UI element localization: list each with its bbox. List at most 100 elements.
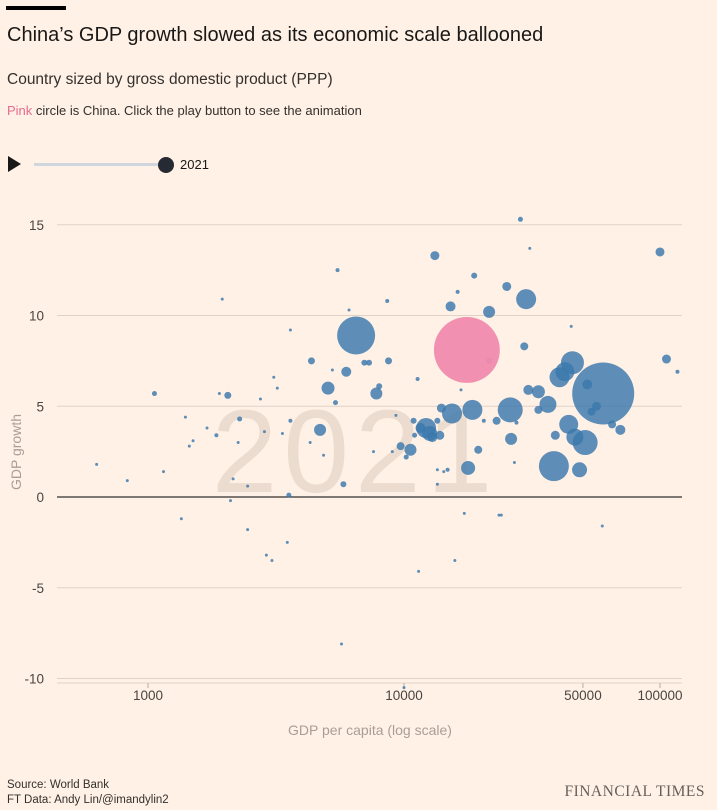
country-point bbox=[275, 386, 279, 390]
country-point bbox=[505, 432, 518, 445]
x-tick-label: 10000 bbox=[385, 688, 423, 703]
country-point bbox=[483, 305, 496, 318]
country-point bbox=[502, 281, 512, 291]
china-point bbox=[433, 317, 500, 383]
country-point bbox=[286, 492, 292, 498]
country-point bbox=[224, 391, 232, 399]
country-point bbox=[228, 499, 232, 503]
country-point bbox=[264, 553, 268, 557]
country-point bbox=[459, 388, 463, 392]
year-slider-track[interactable] bbox=[34, 163, 166, 166]
country-point bbox=[402, 686, 406, 690]
country-point bbox=[308, 441, 312, 445]
country-point bbox=[481, 418, 486, 423]
country-point bbox=[566, 428, 584, 446]
country-point bbox=[335, 268, 340, 273]
country-point bbox=[361, 359, 368, 366]
chart-title: China’s GDP growth slowed as its economi… bbox=[7, 24, 544, 46]
country-point bbox=[572, 462, 588, 478]
country-point bbox=[390, 450, 394, 454]
country-point bbox=[162, 470, 166, 474]
country-point bbox=[236, 441, 240, 445]
country-point bbox=[435, 430, 445, 440]
country-point bbox=[434, 417, 441, 424]
country-point bbox=[321, 381, 335, 395]
country-point bbox=[322, 453, 326, 457]
ft-logo: FINANCIAL TIMES bbox=[564, 783, 705, 800]
country-point bbox=[572, 362, 635, 425]
country-point bbox=[183, 415, 187, 419]
brand-bar bbox=[6, 6, 66, 10]
y-tick-label: -10 bbox=[24, 672, 44, 687]
country-point bbox=[307, 357, 315, 365]
country-point bbox=[340, 481, 347, 488]
country-point bbox=[415, 423, 426, 434]
country-point bbox=[492, 416, 501, 425]
country-point bbox=[412, 432, 418, 438]
y-tick-label: -5 bbox=[32, 581, 44, 596]
country-point bbox=[262, 430, 266, 434]
country-point bbox=[404, 443, 417, 456]
country-point bbox=[539, 395, 557, 413]
country-point bbox=[512, 461, 516, 465]
chart-subtitle: Country sized by gross domestic product … bbox=[7, 71, 333, 88]
x-tick-label: 50000 bbox=[564, 688, 602, 703]
country-point bbox=[385, 298, 390, 303]
country-point bbox=[474, 445, 483, 454]
country-point bbox=[445, 301, 456, 312]
country-point bbox=[528, 246, 532, 250]
country-point bbox=[520, 342, 529, 351]
country-point bbox=[514, 420, 519, 425]
chart-note: Pink circle is China. Click the play but… bbox=[7, 103, 362, 118]
country-point bbox=[550, 430, 560, 440]
country-point bbox=[675, 369, 680, 374]
country-point bbox=[417, 569, 421, 573]
country-point bbox=[272, 375, 276, 379]
country-point bbox=[332, 400, 338, 406]
country-point bbox=[497, 397, 523, 423]
country-point bbox=[246, 528, 250, 532]
country-point bbox=[95, 462, 99, 466]
country-point bbox=[462, 511, 466, 515]
country-point bbox=[214, 433, 219, 438]
y-axis-label: GDP growth bbox=[8, 414, 24, 490]
country-point bbox=[445, 467, 450, 472]
country-point bbox=[396, 442, 405, 451]
x-axis-label: GDP per capita (log scale) bbox=[288, 722, 452, 738]
country-point bbox=[288, 418, 293, 423]
country-point bbox=[442, 470, 446, 474]
y-tick-label: 5 bbox=[36, 399, 44, 414]
y-tick-label: 0 bbox=[36, 490, 44, 505]
country-point bbox=[582, 379, 593, 390]
note-text: circle is China. Click the play button t… bbox=[32, 103, 362, 118]
country-point bbox=[179, 517, 183, 521]
country-point bbox=[499, 513, 503, 517]
country-point bbox=[191, 439, 195, 443]
country-point bbox=[415, 377, 420, 382]
country-point bbox=[280, 431, 284, 435]
country-point bbox=[538, 451, 569, 482]
country-point bbox=[125, 479, 129, 483]
country-point bbox=[471, 272, 478, 279]
country-point bbox=[403, 454, 409, 460]
country-point bbox=[231, 477, 235, 481]
country-point bbox=[531, 385, 545, 399]
country-point bbox=[569, 324, 573, 328]
country-point bbox=[340, 642, 344, 646]
country-point bbox=[385, 357, 393, 365]
country-point bbox=[436, 403, 446, 413]
country-points bbox=[95, 216, 680, 690]
country-point bbox=[435, 482, 439, 486]
play-icon[interactable] bbox=[8, 156, 21, 172]
year-slider-handle[interactable] bbox=[158, 157, 174, 173]
country-point bbox=[462, 399, 483, 420]
country-point bbox=[288, 328, 292, 332]
country-point bbox=[258, 397, 262, 401]
country-point bbox=[516, 289, 537, 310]
x-tick-label: 100000 bbox=[637, 688, 682, 703]
country-point bbox=[517, 216, 523, 222]
country-point bbox=[600, 524, 604, 528]
country-point bbox=[237, 416, 243, 422]
country-point bbox=[337, 316, 376, 355]
